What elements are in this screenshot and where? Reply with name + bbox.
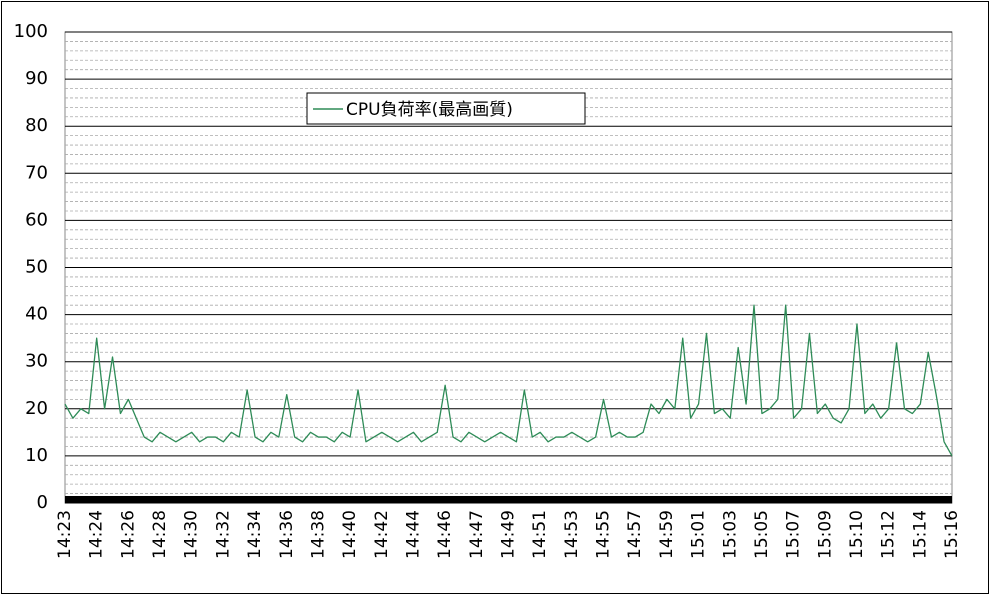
x-tick-label: 14:23 bbox=[55, 510, 75, 559]
x-tick-label: 14:36 bbox=[277, 510, 297, 559]
y-tick-label: 80 bbox=[25, 115, 48, 136]
y-tick-label: 40 bbox=[25, 304, 48, 325]
x-tick-label: 14:57 bbox=[625, 510, 645, 559]
legend-label: CPU負荷率(最高画質) bbox=[346, 100, 513, 120]
x-tick-label: 14:24 bbox=[87, 510, 107, 559]
x-tick-label: 14:28 bbox=[150, 510, 170, 559]
x-tick-label: 15:03 bbox=[720, 510, 740, 559]
x-tick-label: 14:30 bbox=[182, 510, 202, 559]
x-tick-label: 14:51 bbox=[530, 510, 550, 559]
x-tick-label: 14:32 bbox=[213, 510, 233, 559]
x-tick-label: 15:05 bbox=[752, 510, 772, 559]
legend-box bbox=[306, 92, 586, 125]
x-tick-label: 14:53 bbox=[562, 510, 582, 559]
series-line bbox=[64, 304, 953, 457]
labels: 0 10 20 30 40 50 60 70 80 90 100 14:23 14:24 14:26 14:… bbox=[14, 21, 962, 559]
x-tick-label: 14:34 bbox=[245, 510, 265, 559]
x-tick-label: 15:09 bbox=[815, 510, 835, 559]
y-tick-label: 0 bbox=[37, 492, 48, 513]
y-tick-label: 60 bbox=[25, 209, 48, 230]
x-tick-label: 15:01 bbox=[689, 510, 709, 559]
x-tick-label: 14:49 bbox=[499, 510, 519, 559]
x-tick-label: 14:46 bbox=[435, 510, 455, 559]
y-tick-label: 10 bbox=[25, 445, 48, 466]
y-tick-label: 90 bbox=[25, 68, 48, 89]
x-tick-label: 14:40 bbox=[340, 510, 360, 559]
y-tick-label: 30 bbox=[25, 351, 48, 372]
x-tick-label: 14:55 bbox=[594, 510, 614, 559]
series-layer bbox=[64, 304, 953, 457]
x-tick-label: 14:38 bbox=[308, 510, 328, 559]
y-tick-label: 50 bbox=[25, 257, 48, 278]
x-tick-label: 14:42 bbox=[372, 510, 392, 559]
x-tick-label: 15:07 bbox=[784, 510, 804, 559]
x-tick-label: 15:16 bbox=[942, 510, 962, 559]
x-tick-label: 15:12 bbox=[879, 510, 899, 559]
x-tick-label: 14:59 bbox=[657, 510, 677, 559]
x-tick-label: 14:47 bbox=[467, 510, 487, 559]
legend: CPU負荷率(最高画質) bbox=[306, 92, 586, 125]
y-tick-label: 70 bbox=[25, 162, 48, 183]
y-tick-label: 20 bbox=[25, 398, 48, 419]
x-tick-label: 15:14 bbox=[910, 510, 930, 559]
x-tick-label: 15:10 bbox=[847, 510, 867, 559]
x-axis-line bbox=[65, 496, 952, 503]
y-tick-label: 100 bbox=[14, 21, 48, 42]
x-tick-label: 14:44 bbox=[403, 510, 423, 559]
x-tick-label: 14:26 bbox=[118, 510, 138, 559]
